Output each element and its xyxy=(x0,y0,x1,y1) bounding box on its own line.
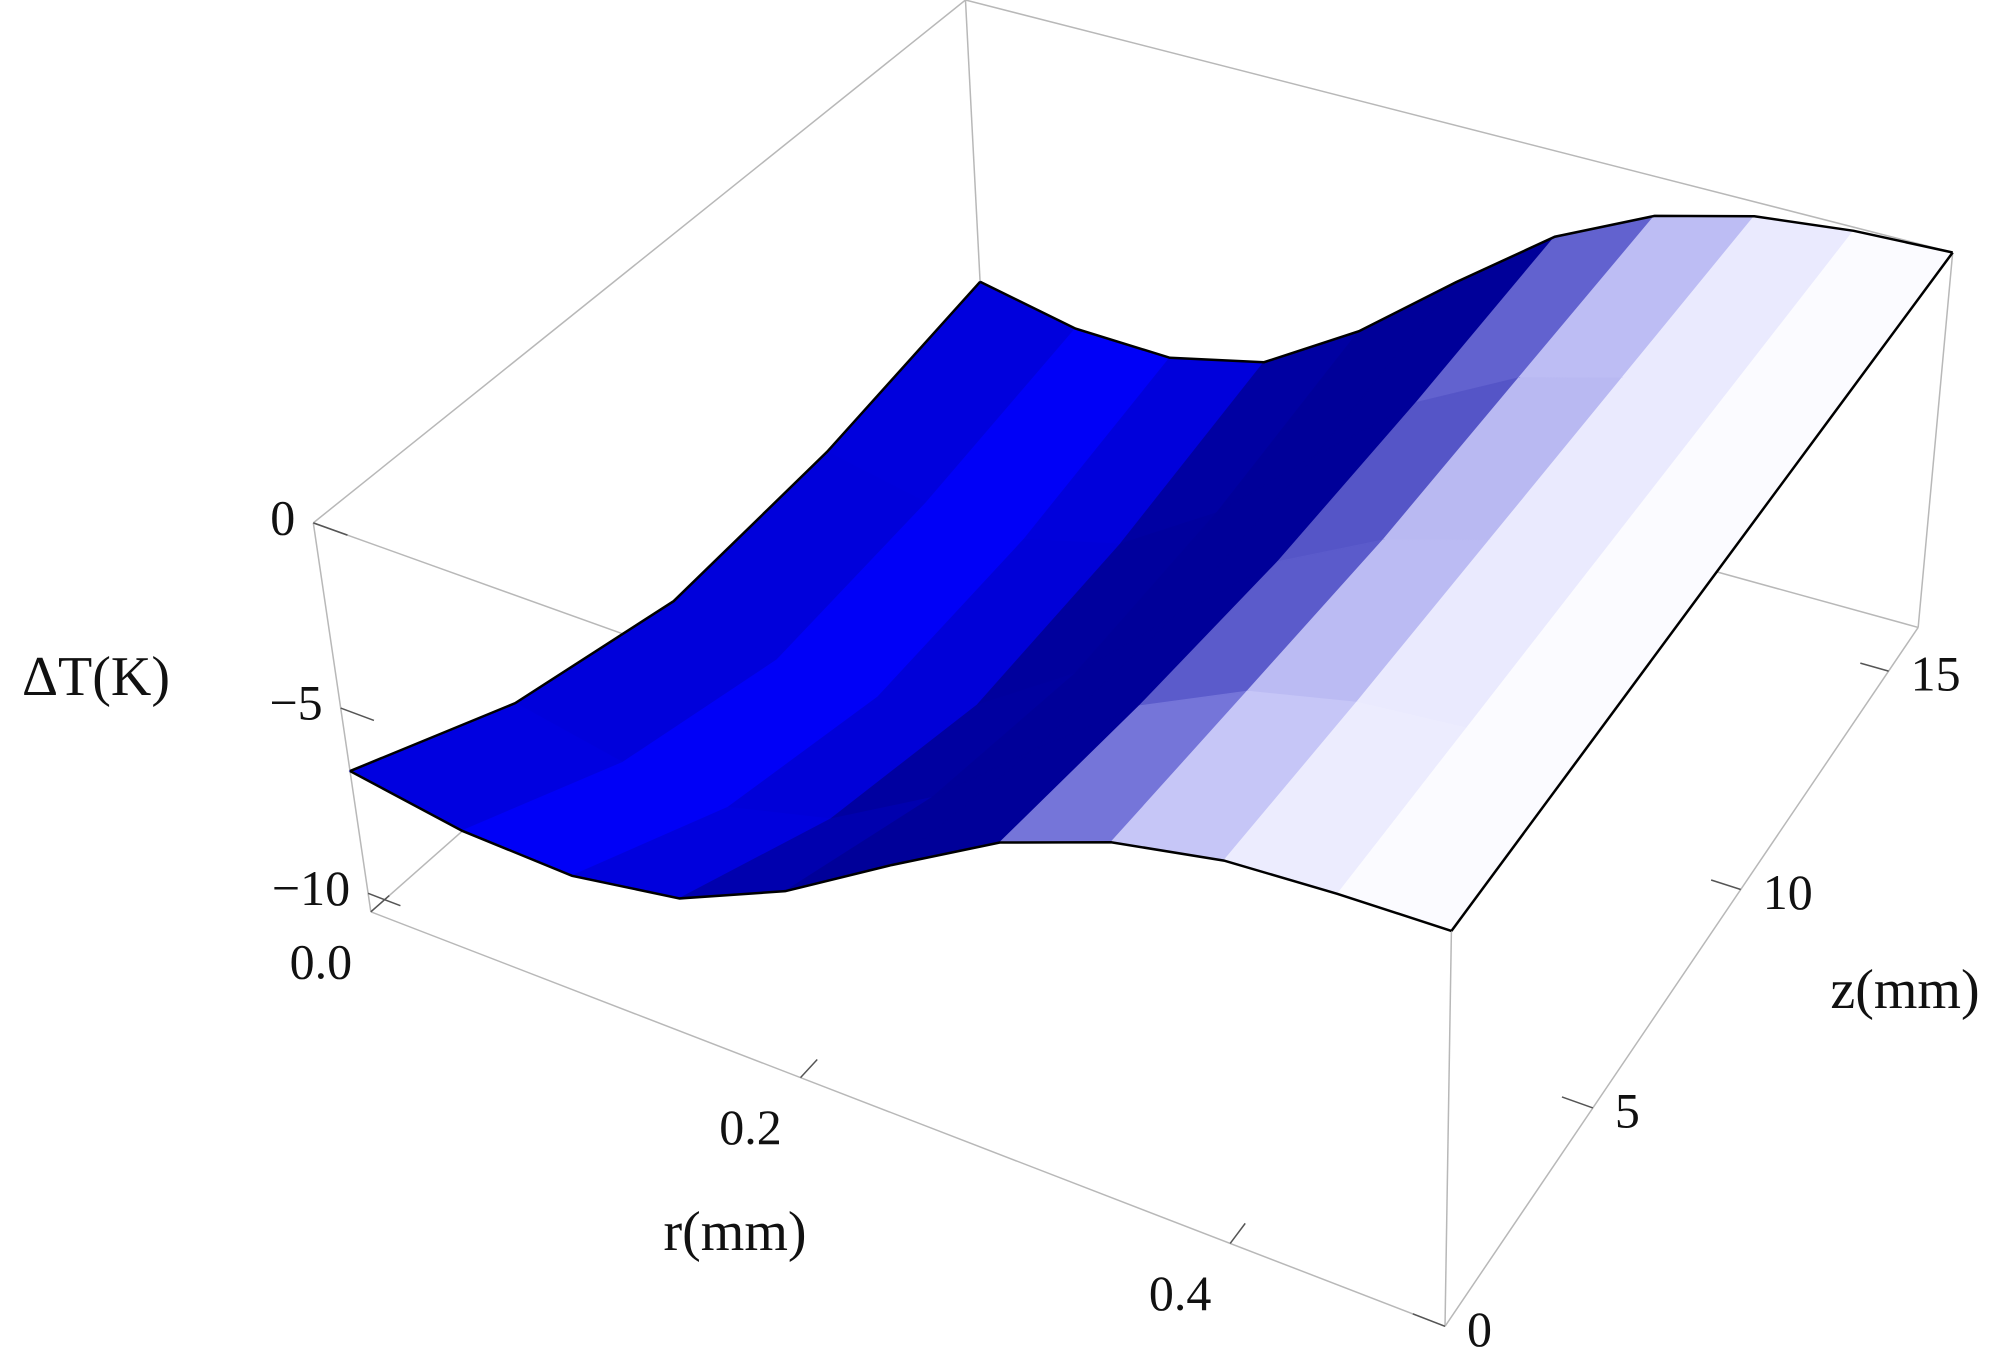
x-tick-label: 0.2 xyxy=(719,1099,782,1155)
y-axis-title: z(mm) xyxy=(1830,959,1979,1021)
z-tick-label: −10 xyxy=(272,860,350,916)
x-tick-label: 0.4 xyxy=(1149,1265,1212,1321)
surface xyxy=(348,214,1954,933)
tick-mark xyxy=(1710,879,1741,891)
y-tick-label: 15 xyxy=(1911,646,1961,702)
surface-front-edge xyxy=(349,769,1452,933)
x-axis-title: r(mm) xyxy=(663,1201,806,1263)
z-tick-label: 0 xyxy=(270,489,295,545)
y-tick-label: 0 xyxy=(1467,1301,1492,1357)
z-axis-title: ΔT(K) xyxy=(22,646,170,708)
tick-mark xyxy=(1860,662,1889,672)
box-edge xyxy=(1917,252,1954,628)
tick-mark xyxy=(1229,1222,1246,1244)
box-edge xyxy=(312,522,372,912)
tick-mark xyxy=(313,522,348,536)
surface-right-edge xyxy=(1450,251,1954,932)
tick-mark xyxy=(1561,1096,1594,1109)
box-edge xyxy=(1444,627,1919,1327)
axes: 0.0 0.2 0.4 0 5 10 15 0 −5 −10 xyxy=(269,489,1960,1356)
tick-mark xyxy=(370,895,390,913)
tick-mark xyxy=(367,892,401,907)
z-tick-label: −5 xyxy=(269,675,322,731)
y-tick-label: 10 xyxy=(1763,864,1813,920)
box-edge xyxy=(370,911,1446,1327)
x-tick-label: 0.0 xyxy=(290,933,353,989)
surface-back-edge xyxy=(979,214,1953,364)
tick-mark xyxy=(799,1058,818,1079)
y-tick-label: 5 xyxy=(1615,1082,1640,1138)
surface-left-edge xyxy=(349,280,982,773)
box-edge xyxy=(312,0,966,524)
box-edge xyxy=(1444,930,1453,1327)
tick-mark xyxy=(340,707,375,722)
box-edge xyxy=(965,0,1953,254)
tick-mark xyxy=(1412,1313,1446,1327)
